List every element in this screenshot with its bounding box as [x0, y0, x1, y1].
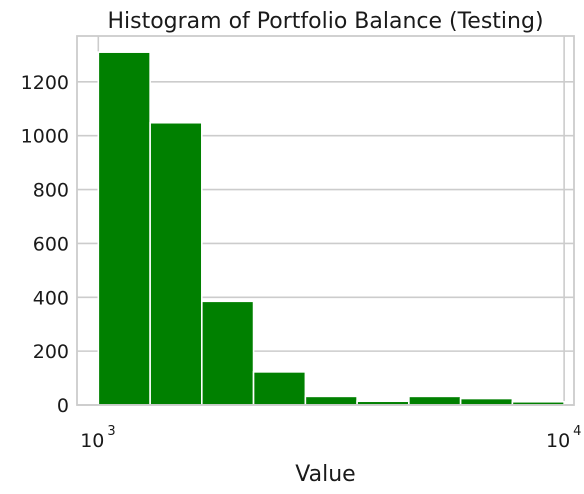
x-tick-base: 10 — [80, 430, 104, 452]
y-tick-label: 1000 — [21, 126, 69, 148]
histogram-bar — [459, 397, 514, 406]
y-tick-label: 1200 — [21, 72, 69, 94]
histogram-bar — [201, 300, 255, 406]
bars-layer — [97, 51, 565, 406]
chart-title: Histogram of Portfolio Balance (Testing) — [107, 9, 543, 34]
y-tick-label: 400 — [33, 287, 69, 309]
y-tick-label: 800 — [33, 180, 69, 202]
x-axis-label: Value — [295, 462, 355, 487]
histogram-bar — [304, 395, 358, 406]
histogram-bar — [252, 371, 307, 406]
histogram-bar — [408, 395, 462, 406]
x-tick-label: 10 4 — [546, 424, 581, 452]
x-tick-exponent: 4 — [573, 424, 581, 439]
y-tick-labels: 0 200 400 600 800 1000 1200 — [21, 72, 69, 417]
x-tick-labels: 10 3 10 4 — [80, 424, 581, 452]
y-tick-label: 200 — [33, 341, 69, 363]
histogram-bar — [149, 121, 203, 406]
y-tick-label: 0 — [57, 395, 69, 417]
y-tick-label: 600 — [33, 233, 69, 255]
x-tick-label: 10 3 — [80, 424, 115, 452]
x-tick-base: 10 — [546, 430, 570, 452]
histogram-bar — [97, 51, 151, 406]
x-tick-exponent: 3 — [107, 424, 115, 439]
plot-frame — [76, 35, 575, 406]
